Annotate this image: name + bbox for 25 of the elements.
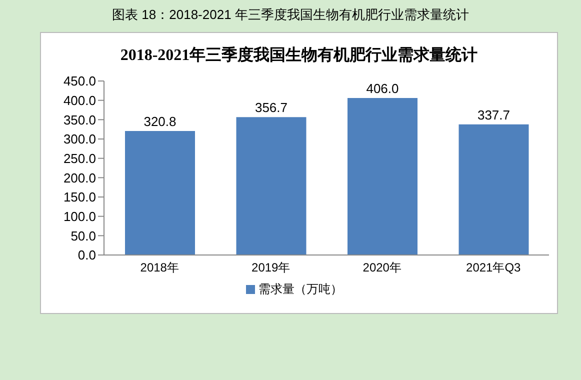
bar <box>236 117 306 255</box>
y-tick-label: 250.0 <box>63 150 96 166</box>
text: 图表 18：2018-2021 年三季度我国生物有机肥行业需求量统计 <box>111 6 470 24</box>
y-tick-label: 300.0 <box>63 132 96 147</box>
bar <box>458 124 529 255</box>
bar <box>348 98 418 255</box>
x-tick-label: 2018年 <box>140 260 179 275</box>
bar <box>125 130 195 255</box>
legend-label: 需求量（万吨） <box>258 282 342 296</box>
y-tick-label: 0.0 <box>78 248 96 263</box>
x-tick-label: 2020年 <box>362 260 402 275</box>
chart-title: 2018-2021年三季度我国生物有机肥行业需求量统计 <box>119 45 479 66</box>
x-tick-label: 2019年 <box>252 260 290 275</box>
y-tick-label: 50.0 <box>70 228 96 244</box>
y-tick-label: 450.0 <box>63 74 96 89</box>
y-tick-label: 100.0 <box>63 208 96 224</box>
y-tick-label: 350.0 <box>63 112 96 128</box>
y-tick-label: 150.0 <box>63 190 96 205</box>
data-label: 356.7 <box>254 100 288 116</box>
y-tick-label: 400.0 <box>63 92 96 108</box>
y-tick-label: 200.0 <box>63 170 96 186</box>
x-tick-label: 2021年Q3 <box>466 260 522 275</box>
data-label: 406.0 <box>366 81 399 96</box>
data-label: 320.8 <box>144 114 176 129</box>
data-label: 337.7 <box>477 107 510 122</box>
